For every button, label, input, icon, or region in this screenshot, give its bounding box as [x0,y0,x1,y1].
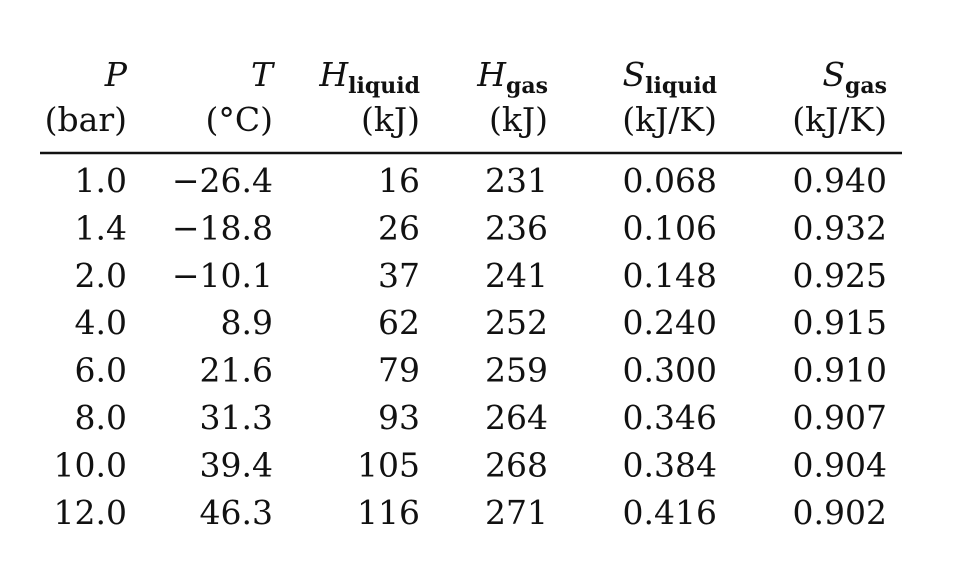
cell: 116 [357,493,420,532]
cell: 0.346 [623,398,717,437]
symbol: P [104,55,128,94]
cell: 0.416 [623,493,717,532]
column-symbol: Sgas [822,55,887,99]
subscript: gas [845,73,887,99]
cell: 264 [485,398,548,437]
cell: 0.925 [793,256,887,295]
cell: 21.6 [200,351,273,390]
cell: 0.106 [623,208,717,247]
cell: 10.0 [54,445,127,484]
cell: 268 [485,445,548,484]
cell: 0.384 [623,445,717,484]
cell: 0.068 [623,161,717,200]
cell: 79 [378,351,420,390]
cell: 26 [378,208,420,247]
subscript: liquid [348,73,420,99]
cell: −18.8 [172,208,273,247]
cell: 12.0 [54,493,127,532]
cell: 252 [485,303,548,342]
cell: 46.3 [200,493,273,532]
symbol: H [318,55,349,94]
cell: 93 [378,398,420,437]
cell: 231 [485,161,548,200]
cell: 0.904 [793,445,887,484]
cell: 271 [485,493,548,532]
cell: 8.9 [221,303,273,342]
column-unit: (bar) [45,100,127,139]
cell: 0.932 [793,208,887,247]
symbol: H [476,55,507,94]
cell: 62 [378,303,420,342]
cell: 1.0 [75,161,127,200]
column-symbol: Hliquid [318,55,420,99]
cell: 105 [357,445,420,484]
cell: 8.0 [75,398,127,437]
column-unit: (°C) [206,100,274,139]
cell: 0.940 [793,161,887,200]
column-symbol: P [104,55,128,94]
symbol: S [623,55,646,94]
cell: 16 [378,161,420,200]
column-symbol: Sliquid [623,55,717,99]
cell: 31.3 [200,398,273,437]
cell: 39.4 [200,445,273,484]
cell: −26.4 [172,161,273,200]
symbol: S [822,55,845,94]
cell: 236 [485,208,548,247]
column-symbol: T [251,55,276,94]
cell: 2.0 [75,256,127,295]
cell: 0.240 [623,303,717,342]
cell: 0.915 [793,303,887,342]
column-unit: (kJ/K) [622,100,717,139]
cell: −10.1 [172,256,273,295]
cell: 0.907 [793,398,887,437]
column-unit: (kJ/K) [792,100,887,139]
symbol: T [251,55,276,94]
subscript: gas [506,73,548,99]
column-symbol: Hgas [476,55,548,99]
column-unit: (kJ) [361,100,420,139]
cell: 0.148 [623,256,717,295]
subscript: liquid [645,73,717,99]
cell: 241 [485,256,548,295]
cell: 37 [378,256,420,295]
cell: 4.0 [75,303,127,342]
cell: 0.902 [793,493,887,532]
cell: 0.910 [793,351,887,390]
cell: 1.4 [75,208,127,247]
cell: 0.300 [623,351,717,390]
column-unit: (kJ) [489,100,548,139]
cell: 259 [485,351,548,390]
cell: 6.0 [75,351,127,390]
